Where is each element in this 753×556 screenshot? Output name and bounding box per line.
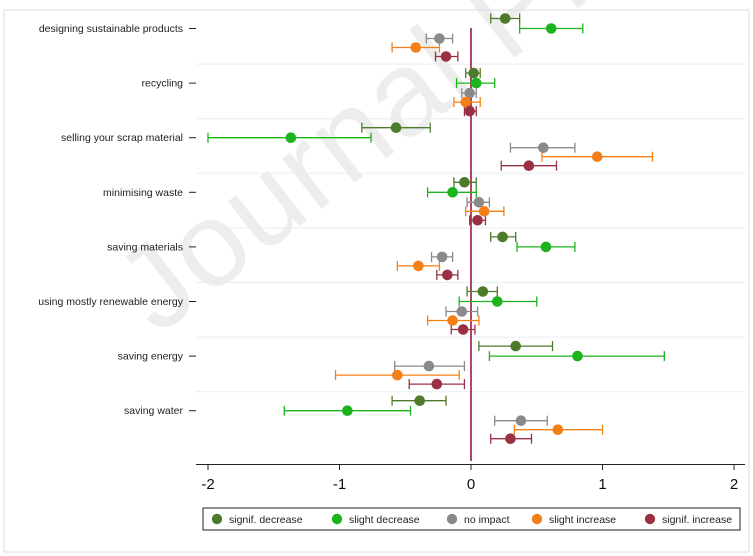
legend-label: signif. decrease [229, 514, 303, 526]
point-marker [473, 197, 485, 208]
x-tick-label: 1 [598, 476, 606, 493]
x-tick-label: -1 [333, 476, 346, 493]
point-marker [456, 306, 468, 317]
plot-frame [3, 9, 750, 553]
point-marker [505, 433, 516, 445]
category-label: designing sustainable products [39, 23, 183, 35]
point-marker [434, 33, 445, 44]
x-tick-label: 2 [730, 476, 738, 493]
point-marker [342, 405, 353, 417]
point-marker [591, 151, 603, 162]
point-marker [499, 13, 511, 24]
point-marker [515, 415, 527, 427]
point-marker [468, 67, 479, 79]
legend: signif. decrease slight decrease no impact… [202, 507, 741, 531]
point-marker [470, 77, 482, 89]
point-marker [459, 177, 470, 188]
point-marker [478, 206, 490, 217]
point-marker [431, 378, 443, 390]
point-marker [410, 42, 422, 53]
category-labels: designing sustainable products recycling s… [38, 23, 196, 417]
point-marker [392, 369, 403, 381]
point-marker [523, 160, 535, 171]
point-marker [538, 142, 549, 153]
category-label: minimising waste [103, 187, 183, 199]
point-marker [442, 269, 453, 281]
point-marker [436, 251, 448, 263]
point-marker [464, 105, 475, 117]
point-marker [390, 122, 402, 133]
x-tick-label: -2 [201, 476, 214, 493]
legend-label: no impact [464, 514, 510, 526]
point-marker [540, 241, 552, 253]
legend-label: slight increase [549, 514, 616, 526]
legend-box [202, 507, 741, 531]
point-marker [413, 260, 424, 272]
point-marker [510, 340, 522, 352]
point-marker [447, 187, 458, 198]
point-marker [460, 96, 472, 108]
category-label: saving water [124, 405, 183, 417]
point-marker [464, 87, 475, 99]
point-marker [545, 23, 557, 34]
legend-marker [211, 513, 223, 525]
point-marker [285, 132, 297, 143]
legend-marker [331, 513, 343, 525]
legend-label: signif. increase [662, 514, 732, 526]
points [285, 13, 603, 445]
point-marker [447, 315, 458, 326]
legend-label: slight decrease [349, 514, 420, 526]
point-marker [497, 231, 508, 243]
legend-marker [446, 513, 458, 525]
point-marker [414, 395, 426, 407]
legend-marker [531, 513, 543, 525]
point-marker [440, 51, 452, 62]
point-marker [457, 324, 469, 335]
x-axis: -2 -1 0 1 2 [196, 464, 745, 493]
category-label: selling your scrap material [61, 132, 183, 144]
point-marker [492, 296, 503, 307]
point-marker [423, 360, 435, 372]
point-marker [472, 215, 483, 226]
legend-marker [644, 513, 656, 525]
category-label: saving energy [118, 351, 184, 363]
point-marker [552, 424, 564, 436]
point-marker [477, 286, 489, 297]
x-tick-label: 0 [467, 476, 475, 493]
category-label: saving materials [107, 241, 183, 253]
category-label: recycling [142, 78, 184, 90]
category-label: using mostly renewable energy [38, 296, 183, 308]
point-marker [572, 350, 583, 362]
